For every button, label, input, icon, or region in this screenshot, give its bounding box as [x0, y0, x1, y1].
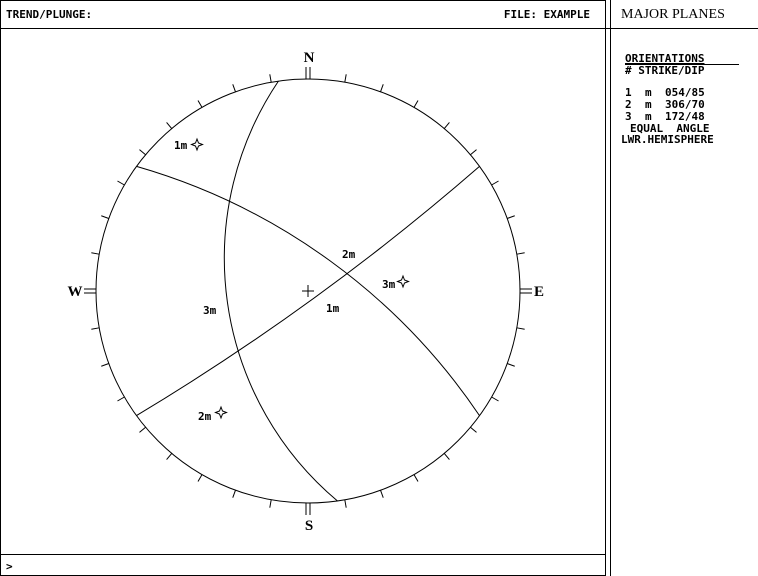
pole-stars [190, 137, 410, 420]
plane-number: 2 [625, 98, 632, 111]
degree-tick [443, 453, 450, 460]
pole-star [396, 274, 410, 289]
degree-tick [516, 327, 525, 330]
degree-tick [507, 363, 515, 367]
compass-w: W [68, 284, 83, 300]
plane-type: m [645, 110, 652, 123]
pole-star [214, 405, 228, 420]
pole-star [190, 137, 204, 152]
plane-label: 3m [203, 304, 217, 317]
degree-tick [516, 252, 525, 255]
plane-type: m [645, 98, 652, 111]
plane-number: 3 [625, 110, 632, 123]
hemisphere: LWR.HEMISPHERE [621, 133, 714, 146]
degree-tick [344, 74, 347, 83]
degree-tick [470, 149, 477, 156]
great-circle-1 [136, 166, 480, 417]
degree-tick [117, 396, 125, 402]
plane-orientation: 054/85 [665, 86, 705, 99]
degree-tick [232, 490, 236, 498]
plane-list: 1 m 054/85 2 m 306/70 3 m 172/48 [625, 86, 705, 123]
degree-tick [166, 453, 173, 460]
degree-tick [344, 499, 347, 508]
degree-tick [269, 499, 272, 508]
great-circle-2 [136, 165, 480, 416]
degree-tick [166, 122, 173, 129]
compass-e: E [534, 284, 544, 300]
header-left: TREND/PLUNGE: [6, 8, 92, 21]
degree-tick [117, 180, 125, 186]
degree-tick [197, 100, 203, 108]
degree-tick [91, 327, 100, 330]
plane-type: m [645, 86, 652, 99]
degree-tick [232, 84, 236, 92]
degree-tick [101, 363, 109, 367]
pole-label: 1m [174, 139, 188, 152]
plane-orientation: 306/70 [665, 98, 705, 111]
degree-tick [491, 396, 499, 402]
degree-tick [101, 215, 109, 219]
degree-tick [443, 122, 450, 129]
degree-tick [139, 426, 146, 433]
degree-tick [507, 215, 515, 219]
stereonet [84, 67, 532, 515]
projection: EQUAL ANGLE [630, 122, 709, 135]
degree-tick [380, 490, 384, 498]
plane-number: 1 [625, 86, 632, 99]
sidebar-heading: ORIENTATIONS [625, 52, 704, 65]
great-circle-3 [223, 80, 338, 502]
sidebar-title: MAJOR PLANES [621, 7, 725, 22]
compass-s: S [305, 518, 313, 534]
compass-n: N [304, 50, 315, 66]
degree-tick [139, 149, 146, 156]
degree-tick [491, 180, 499, 186]
degree-tick [413, 474, 419, 482]
plane-label: 2m [342, 248, 356, 261]
primitive-circle [95, 78, 521, 504]
degree-tick [413, 100, 419, 108]
pole-label: 2m [198, 410, 212, 423]
degree-tick [380, 84, 384, 92]
command-prompt[interactable]: > [6, 560, 13, 573]
degree-tick [197, 474, 203, 482]
degree-tick [91, 252, 100, 255]
degree-tick [470, 426, 477, 433]
pole-label: 3m [382, 278, 396, 291]
degree-tick [269, 74, 272, 83]
plane-label: 1m [326, 302, 340, 315]
plane-orientation: 172/48 [665, 110, 705, 123]
header-right: FILE: EXAMPLE [504, 8, 590, 21]
sidebar-subheading: # STRIKE/DIP [625, 64, 705, 77]
